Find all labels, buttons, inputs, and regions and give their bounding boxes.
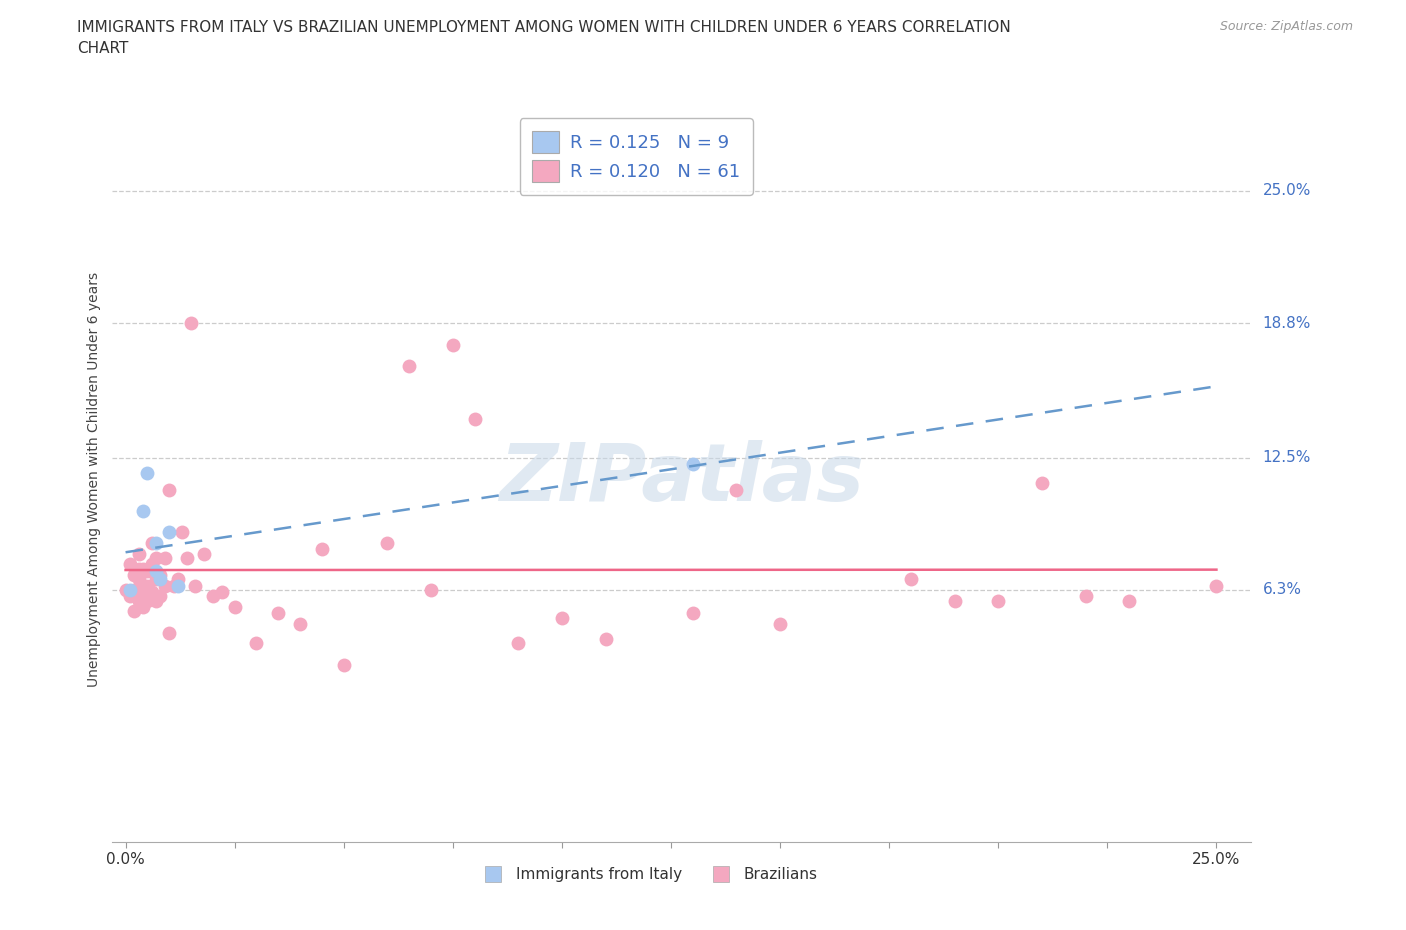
Point: [124, 582, 146, 597]
Point: [141, 557, 163, 572]
Point: [149, 589, 172, 604]
Point: [118, 589, 141, 604]
Legend: Immigrants from Italy, Brazilians: Immigrants from Italy, Brazilians: [472, 861, 824, 888]
Point: [167, 572, 190, 587]
Text: 6.3%: 6.3%: [1263, 582, 1302, 597]
Point: [1074, 589, 1097, 604]
Point: [124, 567, 146, 582]
Point: [162, 578, 184, 593]
Point: [153, 578, 176, 593]
Point: [224, 600, 246, 615]
Point: [267, 606, 290, 621]
Text: Source: ZipAtlas.com: Source: ZipAtlas.com: [1219, 20, 1353, 33]
Point: [132, 600, 155, 615]
Point: [398, 358, 420, 373]
Point: [136, 578, 159, 593]
Point: [725, 482, 748, 497]
Point: [377, 536, 399, 551]
Text: 25.0%: 25.0%: [1263, 183, 1310, 198]
Text: 18.8%: 18.8%: [1263, 315, 1310, 331]
Point: [167, 578, 190, 593]
Point: [1118, 593, 1140, 608]
Point: [145, 551, 167, 565]
Point: [136, 564, 159, 578]
Point: [141, 536, 163, 551]
Point: [153, 551, 176, 565]
Point: [157, 482, 180, 497]
Point: [201, 589, 224, 604]
Point: [1205, 578, 1227, 593]
Point: [288, 617, 311, 631]
Point: [464, 412, 486, 427]
Point: [145, 564, 167, 578]
Point: [132, 561, 155, 576]
Point: [132, 582, 155, 597]
Point: [149, 567, 172, 582]
Point: [128, 546, 150, 561]
Point: [136, 465, 159, 480]
Point: [211, 585, 233, 600]
Point: [172, 525, 194, 539]
Point: [508, 636, 530, 651]
Point: [769, 617, 792, 631]
Text: CHART: CHART: [77, 41, 129, 56]
Point: [987, 593, 1010, 608]
Point: [128, 561, 150, 576]
Point: [1031, 476, 1053, 491]
Point: [682, 606, 704, 621]
Point: [332, 658, 354, 672]
Point: [157, 625, 180, 640]
Point: [141, 585, 163, 600]
Point: [943, 593, 966, 608]
Point: [176, 551, 198, 565]
Point: [682, 457, 704, 472]
Point: [184, 578, 207, 593]
Point: [114, 582, 136, 597]
Text: 12.5%: 12.5%: [1263, 450, 1310, 465]
Point: [118, 582, 141, 597]
Point: [145, 536, 167, 551]
Point: [145, 572, 167, 587]
Text: IMMIGRANTS FROM ITALY VS BRAZILIAN UNEMPLOYMENT AMONG WOMEN WITH CHILDREN UNDER : IMMIGRANTS FROM ITALY VS BRAZILIAN UNEMP…: [77, 20, 1011, 35]
Point: [132, 503, 155, 518]
Point: [128, 572, 150, 587]
Point: [551, 610, 574, 625]
Point: [180, 316, 202, 331]
Point: [128, 593, 150, 608]
Point: [311, 542, 333, 557]
Point: [245, 636, 267, 651]
Point: [441, 337, 464, 352]
Point: [124, 604, 146, 618]
Text: ZIPatlas: ZIPatlas: [499, 440, 865, 518]
Point: [136, 593, 159, 608]
Point: [145, 593, 167, 608]
Point: [157, 525, 180, 539]
Point: [900, 572, 922, 587]
Point: [193, 546, 215, 561]
Point: [118, 557, 141, 572]
Point: [595, 631, 617, 646]
Point: [420, 582, 443, 597]
Y-axis label: Unemployment Among Women with Children Under 6 years: Unemployment Among Women with Children U…: [87, 272, 101, 686]
Point: [149, 572, 172, 587]
